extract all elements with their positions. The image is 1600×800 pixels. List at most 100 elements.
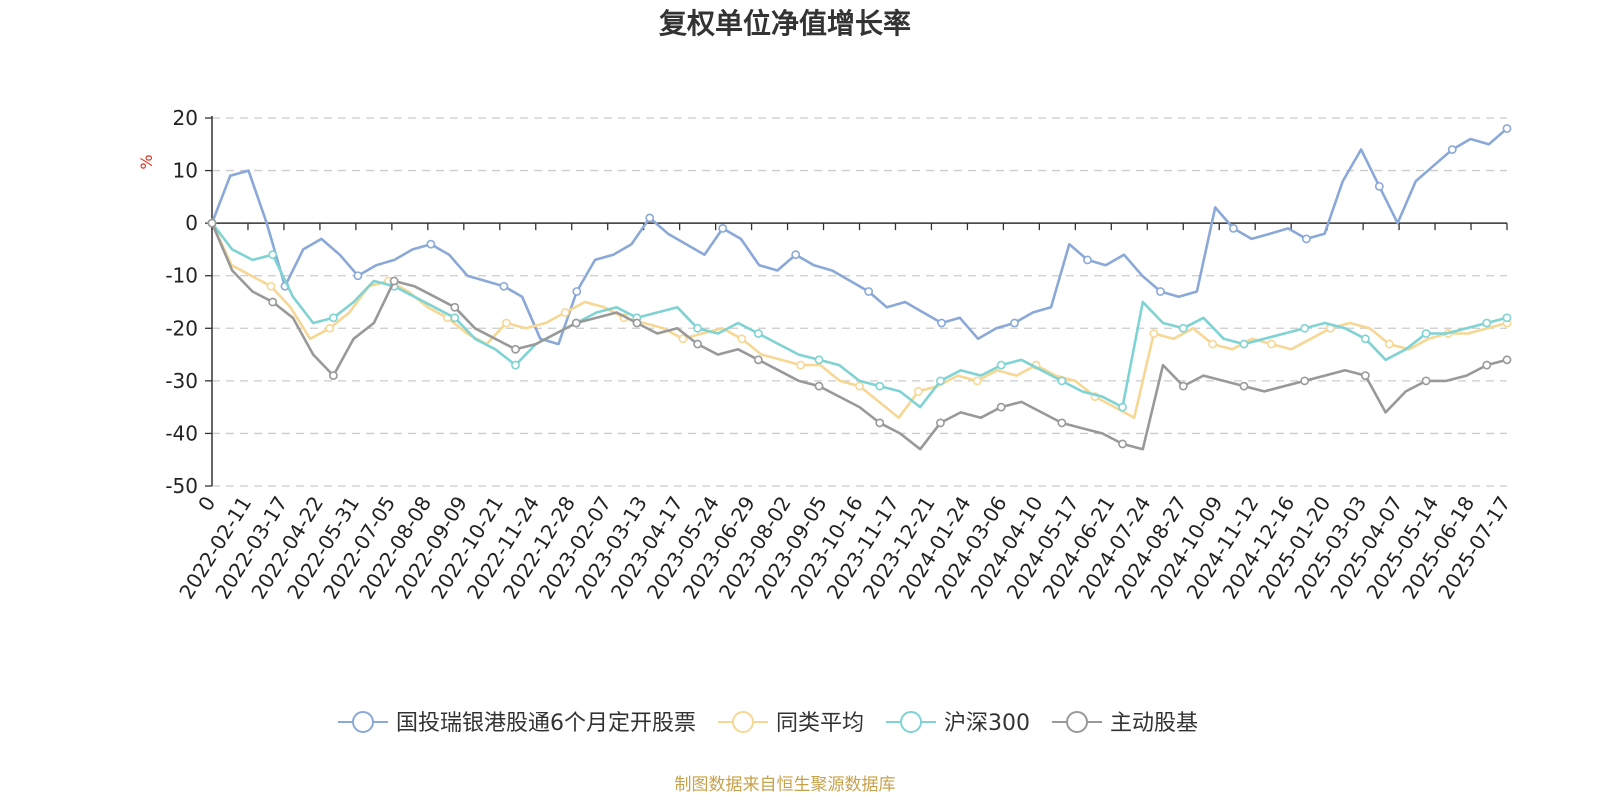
data-point — [791, 250, 801, 260]
x-tick-label: 0 — [193, 492, 220, 516]
legend-label: 沪深300 — [944, 711, 1030, 736]
data-point — [855, 381, 864, 391]
data-point — [1482, 360, 1492, 370]
data-point — [1301, 234, 1311, 244]
y-axis-unit: % — [137, 154, 156, 169]
y-tick-label: -20 — [165, 316, 198, 340]
data-point — [864, 287, 874, 296]
data-point — [1482, 318, 1492, 328]
legend[interactable]: 国投瑞银港股通6个月定开股票 同类平均 沪深300 主动股基 — [338, 711, 1198, 736]
data-point — [1083, 255, 1092, 265]
data-point — [1447, 145, 1457, 154]
data-point — [1421, 376, 1431, 386]
y-tick-label: -30 — [165, 369, 198, 393]
data-point — [645, 213, 655, 223]
data-point — [499, 281, 509, 291]
data-point — [450, 302, 460, 312]
data-point — [937, 318, 946, 328]
data-point — [1239, 339, 1249, 349]
data-point — [875, 381, 885, 391]
data-point — [1300, 376, 1310, 386]
data-point — [936, 376, 945, 386]
y-tick-label: 20 — [173, 106, 198, 130]
y-tick-label: 0 — [185, 211, 198, 235]
data-point — [1118, 439, 1127, 449]
data-point — [1502, 313, 1512, 323]
data-point — [1239, 381, 1249, 391]
data-point — [1057, 376, 1067, 386]
data-point — [207, 218, 217, 228]
data-point — [1267, 339, 1276, 349]
data-point — [1208, 339, 1218, 349]
data-point — [268, 250, 278, 260]
legend-item-0[interactable]: 国投瑞银港股通6个月定开股票 — [338, 711, 696, 736]
series-line-3 — [210, 222, 1508, 451]
legend-marker — [900, 711, 923, 733]
legend-marker — [732, 711, 754, 733]
data-point — [632, 318, 642, 328]
data-point — [1178, 381, 1188, 391]
data-point — [718, 223, 728, 233]
data-point — [1360, 371, 1370, 380]
data-point — [1178, 323, 1188, 333]
data-point — [1156, 287, 1165, 296]
y-tick-label: 10 — [173, 159, 198, 183]
data-point — [1118, 402, 1127, 412]
data-point — [571, 318, 581, 328]
y-tick-label: -10 — [165, 264, 198, 288]
data-point — [450, 313, 460, 323]
legend-label: 同类平均 — [776, 711, 864, 736]
y-tick-label: -40 — [165, 421, 198, 445]
data-point — [1010, 318, 1019, 328]
data-point — [511, 344, 520, 354]
data-point — [329, 371, 338, 380]
legend-item-3[interactable]: 主动股基 — [1052, 711, 1198, 736]
data-point — [268, 297, 278, 307]
data-point — [325, 323, 335, 333]
data-point — [972, 376, 982, 386]
data-point — [329, 313, 338, 323]
data-point — [678, 334, 688, 344]
legend-label: 主动股基 — [1110, 711, 1198, 736]
data-point — [693, 323, 703, 333]
source-note: 制图数据来自恒生聚源数据库 — [675, 775, 896, 795]
legend-marker — [1066, 711, 1089, 733]
data-point — [875, 418, 885, 428]
legend-marker — [352, 711, 374, 733]
y-tick-label: -50 — [165, 474, 198, 498]
series-line-0 — [210, 127, 1508, 346]
data-point — [572, 287, 582, 296]
data-point — [426, 239, 436, 249]
data-point — [1229, 223, 1238, 233]
series-line-2 — [210, 222, 1508, 409]
data-point — [996, 402, 1006, 412]
legend-item-1[interactable]: 同类平均 — [718, 711, 864, 736]
data-point — [1502, 124, 1512, 133]
data-point — [511, 360, 520, 370]
data-point — [1149, 329, 1159, 338]
grid-lines — [212, 117, 1507, 487]
data-point — [353, 271, 363, 281]
data-point — [1360, 334, 1370, 344]
data-point — [1384, 339, 1394, 349]
chart-title: 复权单位净值增长率 — [659, 7, 911, 40]
data-point — [814, 355, 824, 365]
data-point — [560, 308, 570, 317]
data-point — [996, 360, 1006, 370]
data-point — [936, 418, 945, 428]
axes — [211, 116, 1507, 486]
data-point — [501, 318, 511, 328]
data-point — [753, 355, 763, 365]
data-point — [1421, 329, 1431, 338]
legend-item-2[interactable]: 沪深300 — [886, 711, 1030, 736]
series-lines — [207, 124, 1512, 451]
data-point — [266, 281, 276, 291]
data-point — [1300, 323, 1310, 333]
data-point — [796, 360, 806, 370]
y-axis-ticks: 20 10 0 -10 -20 -30 -40 -50 — [165, 106, 212, 498]
data-point — [1057, 418, 1067, 428]
data-point — [753, 329, 763, 338]
data-point — [389, 276, 399, 286]
data-point — [814, 381, 824, 391]
